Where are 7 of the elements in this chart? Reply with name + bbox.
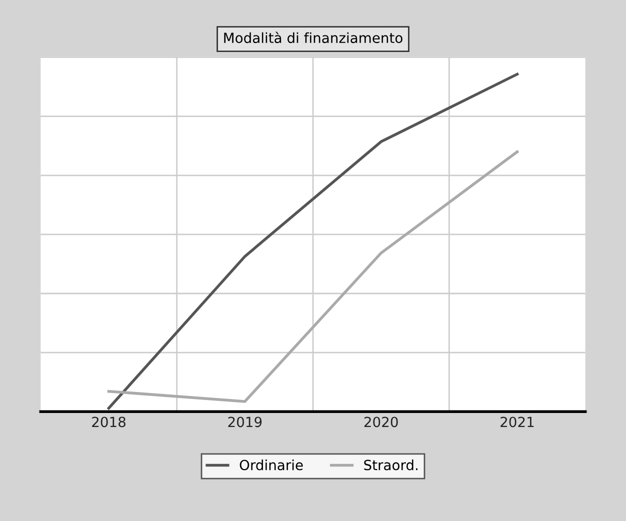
chart-title: Modalità di finanziamento [224, 32, 402, 44]
legend-label: Straord. [364, 460, 418, 470]
x-tick-label: 2021 [500, 416, 534, 428]
x-tick-label: 2019 [228, 416, 262, 428]
x-tick-label: 2020 [364, 416, 398, 428]
x-tick-label: 2018 [92, 416, 126, 428]
legend-label: Ordinarie [240, 460, 303, 470]
